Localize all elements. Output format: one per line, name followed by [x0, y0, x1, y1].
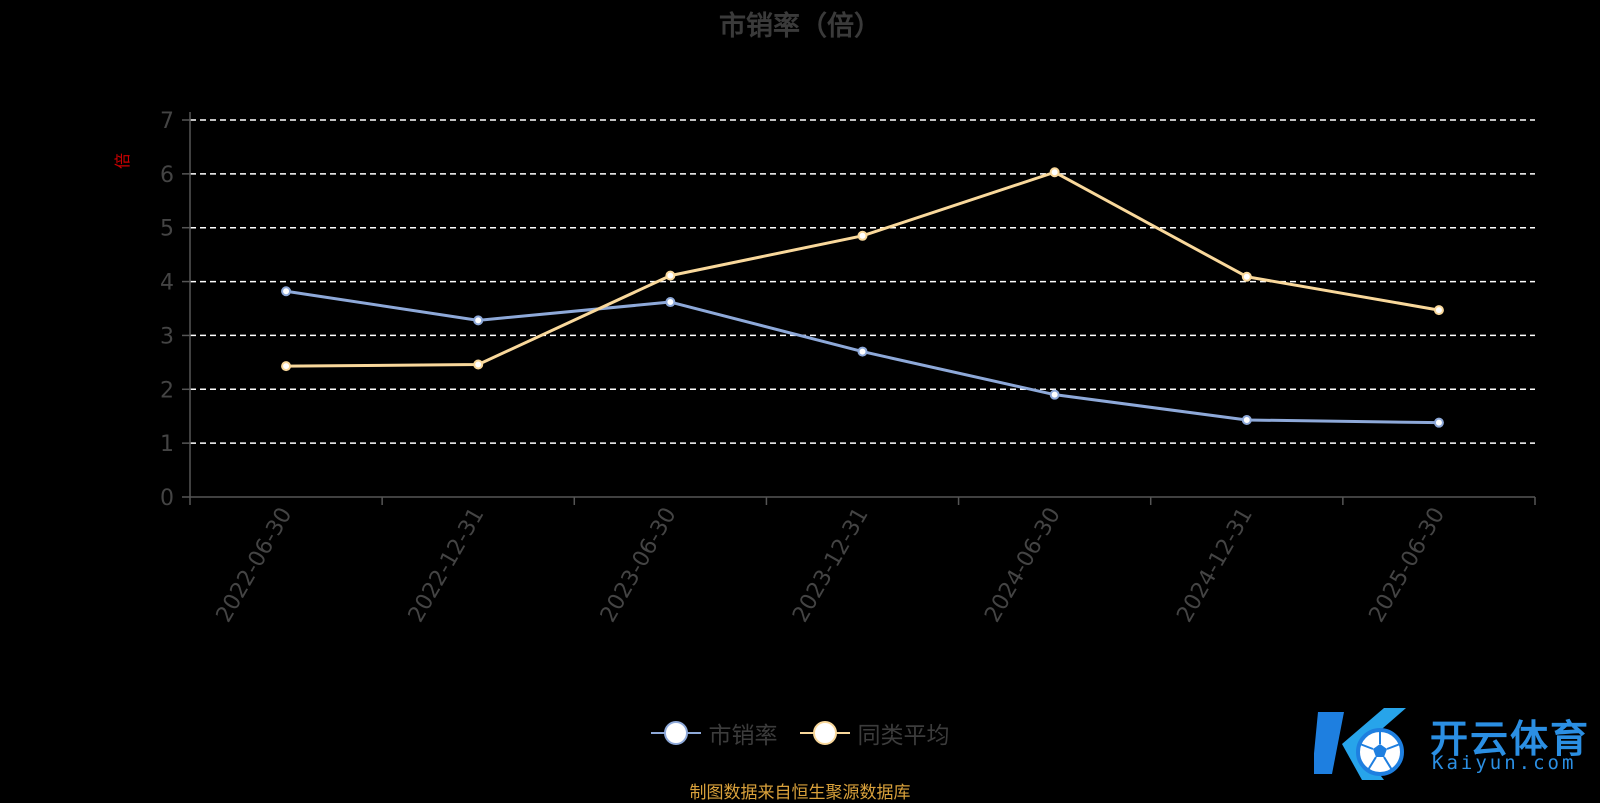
data-point — [281, 286, 292, 297]
legend-label: 同类平均 — [857, 723, 950, 749]
chart-title: 市销率（倍） — [719, 11, 881, 42]
legend-item[interactable]: 同类平均 — [799, 716, 950, 750]
y-axis-label: 倍 — [113, 153, 132, 169]
y-tick-label: 4 — [160, 271, 174, 296]
source-note: 制图数据来自恒生聚源数据库 — [689, 783, 911, 803]
data-point — [1049, 389, 1060, 400]
x-tick-label: 2024-12-31 — [1172, 504, 1258, 627]
legend-label: 市销率 — [708, 723, 778, 749]
data-point — [473, 359, 484, 370]
x-tick-label: 2022-12-31 — [404, 504, 490, 627]
data-point — [1049, 167, 1060, 178]
legend-item[interactable]: 市销率 — [650, 716, 778, 750]
data-point — [1241, 414, 1252, 425]
data-point — [1241, 271, 1252, 282]
axes: 0 1 2 3 4 5 6 7 倍 2022-06-30 2022-12-31 2023-06-30 2… — [113, 109, 1536, 627]
data-point — [857, 346, 868, 357]
x-tick-label: 2023-06-30 — [596, 504, 682, 627]
data-point — [281, 361, 292, 372]
data-point — [1433, 417, 1444, 428]
gridlines — [190, 119, 1535, 444]
data-point — [1433, 305, 1444, 316]
legend: 市销率 同类平均 — [0, 716, 1600, 750]
logo-url-text: Kaiyun.com — [1432, 752, 1577, 774]
series-line — [285, 289, 1439, 425]
legend-dot — [663, 721, 688, 745]
y-tick-label: 6 — [160, 163, 174, 188]
y-tick-label: 3 — [160, 324, 174, 349]
series-line — [286, 170, 1440, 368]
legend-dot — [812, 721, 837, 745]
data-point — [473, 315, 484, 326]
y-tick-label: 7 — [160, 109, 174, 134]
y-tick-label: 5 — [160, 217, 174, 242]
x-tick-label: 2023-12-31 — [788, 504, 874, 627]
x-tick-label: 2025-06-30 — [1365, 504, 1451, 627]
legend-swatch — [799, 720, 850, 746]
logo-brand-text: 开云体育 — [1430, 717, 1591, 761]
x-tick-label: 2022-06-30 — [212, 504, 298, 627]
kaiyun-logo-icon — [1314, 708, 1406, 780]
y-tick-label: 1 — [160, 432, 174, 457]
y-tick-label: 0 — [160, 486, 174, 511]
series-lines — [281, 167, 1444, 428]
data-point — [665, 297, 676, 308]
data-point — [665, 270, 676, 281]
legend-swatch — [650, 720, 701, 746]
data-point — [857, 230, 868, 241]
y-tick-label: 2 — [160, 378, 174, 403]
x-tick-label: 2024-06-30 — [980, 504, 1066, 627]
